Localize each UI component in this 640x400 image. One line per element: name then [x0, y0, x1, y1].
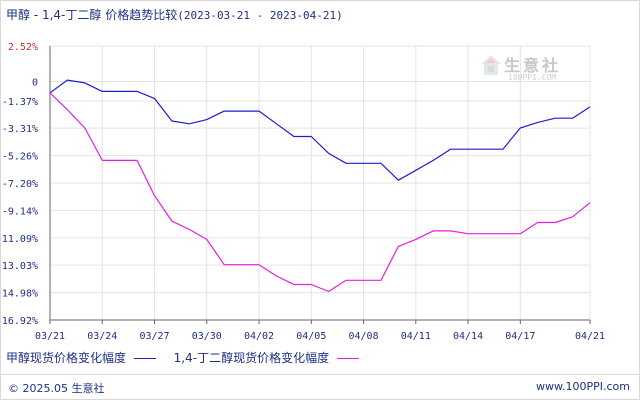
x-tick-label: 03/27 — [139, 331, 169, 342]
legend-item-series-1: 甲醇现货价格变化幅度 — [6, 349, 156, 366]
watermark-text: 生意社 — [504, 56, 562, 75]
chart-title-main: 甲醇 - 1,4-丁二醇 价格趋势比较 — [6, 8, 178, 22]
x-tick-label: 03/30 — [192, 331, 222, 342]
footer: © 2025.05 生意社 www.100PPI.com — [0, 374, 640, 399]
y-tick-label: -11.09% — [0, 234, 38, 245]
y-tick-label: -14.98% — [0, 289, 38, 300]
legend-label-series-1: 甲醇现货价格变化幅度 — [6, 351, 127, 365]
y-tick-label: -16.92% — [0, 316, 38, 327]
chart-title-range: (2023-03-21 - 2023-04-21) — [177, 9, 343, 22]
legend-label-series-2: 1,4-丁二醇现货价格变化幅度 — [173, 351, 330, 365]
watermark-url: 100PPI.COM — [508, 73, 557, 82]
series-lines — [49, 79, 591, 293]
y-tick-label: -13.03% — [0, 261, 38, 272]
legend-swatch-series-1 — [133, 358, 156, 359]
footer-copyright: © 2025.05 生意社 — [8, 382, 105, 395]
y-tick-label: -5.26% — [2, 152, 38, 163]
x-tick-labels: 03/21 03/24 03/27 03/30 04/02 04/05 04/08 04/11… — [35, 331, 605, 342]
x-tick-label: 04/17 — [505, 331, 535, 342]
series-line-2 — [49, 92, 591, 293]
footer-site-link[interactable]: www.100PPI.com — [536, 380, 630, 393]
house-logo-icon — [481, 55, 501, 75]
y-tick-label: 0 — [32, 78, 38, 89]
x-tick-label: 04/21 — [575, 331, 605, 342]
chart-legend: 甲醇现货价格变化幅度 1,4-丁二醇现货价格变化幅度 — [6, 349, 373, 366]
y-tick-label: -7.20% — [2, 179, 38, 190]
x-tick-label: 04/08 — [348, 331, 378, 342]
watermark-logo: 生意社 100PPI.COM — [480, 52, 580, 88]
y-tick-labels: 2.52% 0 -1.37% -3.31% -5.26% -7.20% -9.14% -11.… — [0, 42, 38, 327]
legend-swatch-series-2 — [336, 358, 359, 359]
y-tick-label: -3.31% — [2, 124, 38, 135]
y-tick-label: -1.37% — [2, 97, 38, 108]
x-tick-label: 04/14 — [453, 331, 483, 342]
y-tick-label: 2.52% — [8, 42, 38, 53]
legend-item-series-2: 1,4-丁二醇现货价格变化幅度 — [174, 349, 359, 366]
x-tick-label: 04/05 — [296, 331, 326, 342]
x-tick-label: 03/24 — [87, 331, 117, 342]
x-tick-label: 04/11 — [401, 331, 431, 342]
series-line-1 — [49, 79, 591, 181]
x-tick-label: 03/21 — [35, 331, 65, 342]
x-tick-label: 04/02 — [244, 331, 274, 342]
y-tick-label: -9.14% — [2, 206, 38, 217]
grid-lines — [49, 45, 591, 321]
chart-title: 甲醇 - 1,4-丁二醇 价格趋势比较(2023-03-21 - 2023-04… — [6, 6, 343, 23]
axes — [49, 46, 591, 324]
